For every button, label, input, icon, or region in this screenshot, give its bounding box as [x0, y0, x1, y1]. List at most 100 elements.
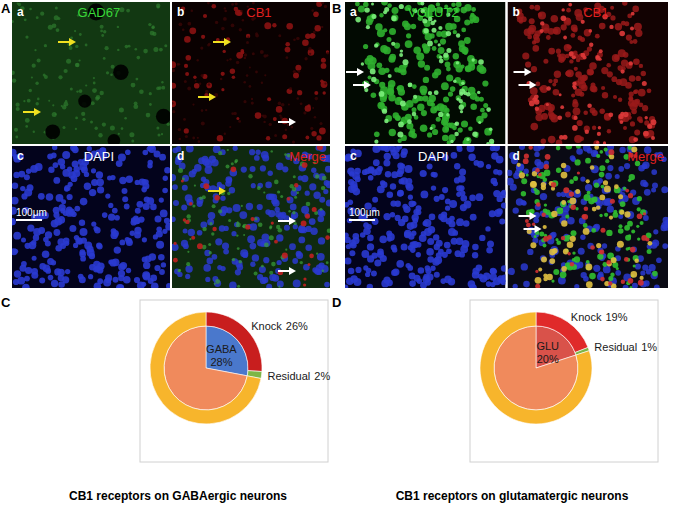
cell	[453, 80, 456, 83]
cell	[458, 175, 466, 183]
cell	[607, 71, 613, 77]
cell	[14, 128, 18, 132]
cell	[289, 243, 296, 250]
cell	[566, 8, 571, 13]
cell	[411, 133, 417, 139]
cell	[75, 117, 78, 120]
cell	[25, 36, 28, 39]
cell	[572, 27, 577, 32]
cell	[226, 59, 228, 61]
cell	[378, 67, 386, 75]
cell	[533, 45, 540, 52]
cell	[272, 275, 279, 282]
cell	[193, 76, 196, 79]
cell	[438, 43, 441, 46]
cell	[573, 99, 578, 104]
cell	[366, 25, 370, 29]
micrograph	[508, 146, 669, 288]
cell	[477, 91, 480, 94]
cell	[500, 191, 506, 198]
cell	[597, 248, 603, 254]
cell	[218, 209, 222, 213]
cell	[197, 243, 203, 249]
cell	[53, 162, 59, 168]
cell	[244, 53, 248, 57]
cell	[429, 214, 436, 221]
cell	[416, 242, 422, 248]
cell	[199, 197, 203, 201]
cell	[235, 159, 239, 163]
cell	[573, 107, 581, 115]
cell	[182, 28, 185, 31]
cell	[206, 83, 212, 89]
cell	[479, 97, 484, 102]
cell	[51, 260, 56, 265]
cell	[398, 122, 404, 128]
cell	[243, 100, 246, 103]
cell	[395, 116, 400, 121]
cell	[323, 91, 326, 94]
cell	[623, 126, 627, 130]
cell	[349, 171, 354, 176]
cell	[284, 153, 287, 156]
cell	[100, 25, 104, 29]
cell	[221, 27, 225, 31]
cell	[79, 89, 83, 93]
cell	[156, 3, 160, 7]
cell	[400, 152, 406, 158]
cell	[22, 284, 30, 288]
cell	[269, 227, 272, 230]
cell	[310, 127, 313, 130]
cell	[407, 265, 413, 271]
cell	[207, 219, 214, 226]
cell	[224, 7, 226, 9]
cell	[466, 138, 469, 141]
cell	[423, 77, 429, 83]
cell	[43, 74, 46, 77]
cell	[319, 122, 322, 125]
cell	[580, 177, 585, 182]
cell	[421, 89, 427, 95]
cell	[391, 171, 398, 178]
cell	[159, 48, 163, 52]
cell	[392, 7, 399, 14]
cell	[629, 40, 633, 44]
cell	[321, 26, 323, 28]
cell	[241, 205, 243, 207]
cell	[468, 154, 475, 161]
cell	[255, 34, 259, 38]
cell	[122, 188, 128, 194]
cell	[119, 177, 126, 184]
cell	[576, 148, 583, 155]
cell	[416, 252, 421, 257]
cell	[368, 175, 374, 181]
cell	[478, 59, 484, 65]
cell	[195, 80, 197, 82]
cell	[634, 130, 640, 136]
cell	[430, 33, 435, 38]
cell	[613, 95, 617, 99]
cell	[261, 265, 264, 268]
cell	[212, 204, 216, 208]
cell	[110, 73, 113, 76]
cell	[631, 12, 635, 16]
cell	[60, 243, 66, 249]
cell	[292, 211, 295, 214]
cell	[197, 201, 203, 207]
cell	[366, 18, 373, 25]
cell	[434, 256, 442, 264]
cell	[262, 114, 265, 117]
cell	[194, 164, 202, 172]
cell	[300, 261, 303, 264]
cell	[63, 126, 66, 129]
cell	[247, 235, 255, 243]
cell	[440, 215, 447, 222]
cell	[478, 121, 481, 124]
cell	[276, 163, 284, 171]
cell	[364, 88, 368, 92]
cell	[461, 120, 468, 127]
cell	[490, 273, 497, 280]
cell	[152, 32, 156, 36]
cell	[52, 112, 57, 117]
cell	[229, 282, 237, 288]
